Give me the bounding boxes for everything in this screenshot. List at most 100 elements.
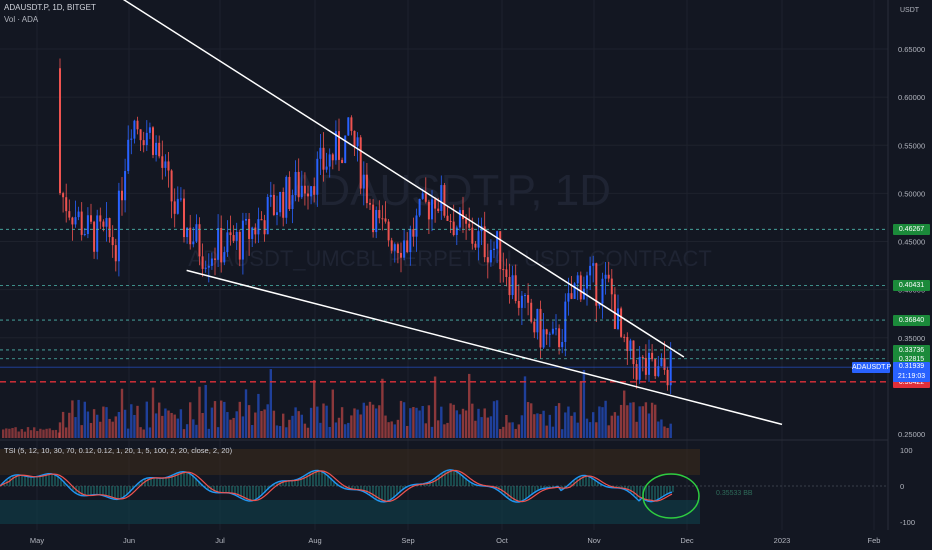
volume-bar — [5, 428, 8, 438]
tsi-histogram-bar — [9, 477, 11, 486]
tsi-histogram-bar — [285, 480, 287, 486]
volume-bar — [638, 406, 641, 438]
volume-bar — [272, 410, 276, 438]
level-tag: 0.40431 — [893, 280, 930, 292]
tsi-histogram-bar — [249, 486, 251, 502]
candle-body — [607, 274, 610, 279]
level-tag: 0.32815 — [893, 353, 930, 365]
tsi-histogram-bar — [636, 486, 638, 498]
tsi-histogram-bar — [192, 475, 194, 486]
tsi-histogram-bar — [540, 486, 542, 490]
candle-body — [325, 166, 328, 170]
volume-bar — [557, 403, 561, 438]
volume-bar — [36, 431, 39, 438]
annotation-circle — [642, 473, 700, 519]
candle-body — [369, 203, 371, 205]
candle-body — [282, 191, 285, 218]
volume-bar — [108, 418, 111, 438]
volume-bar — [412, 407, 415, 438]
candle-body — [418, 198, 421, 216]
volume-bar — [17, 431, 20, 438]
volume-bar — [86, 411, 90, 438]
volume-bar — [201, 413, 204, 438]
volume-bar — [195, 424, 198, 438]
time-tick: Oct — [496, 536, 509, 545]
volume-bar — [582, 369, 586, 438]
volume-bar — [489, 416, 493, 438]
volume-bar — [164, 408, 167, 438]
volume-bar — [238, 401, 241, 438]
candle-body — [471, 227, 474, 244]
volume-bar — [92, 409, 96, 438]
candle-body — [241, 220, 244, 260]
volume-bar — [551, 426, 555, 438]
tsi-histogram-bar — [330, 477, 332, 486]
tsi-histogram-bar — [123, 486, 125, 498]
tsi-histogram-bar — [423, 483, 425, 486]
candle-body — [403, 240, 406, 258]
candle-body — [610, 278, 613, 295]
volume-bar — [77, 399, 80, 438]
candle-body — [654, 359, 657, 377]
candle-body — [632, 340, 635, 365]
candle-body — [198, 224, 201, 257]
candle-body — [617, 308, 619, 329]
volume-bar — [595, 422, 598, 438]
volume-bars — [2, 369, 672, 438]
tsi-histogram-bar — [363, 486, 365, 492]
tsi-histogram-bar — [447, 470, 449, 486]
volume-bar — [8, 428, 11, 438]
candle-body — [353, 130, 356, 147]
candle-body — [468, 223, 471, 228]
tsi-histogram-bar — [225, 486, 227, 493]
candle-body — [245, 218, 247, 221]
volume-bar — [511, 422, 514, 438]
volume-bar — [607, 425, 610, 438]
volume-bar — [71, 400, 74, 438]
tsi-histogram-bar — [432, 480, 434, 486]
candle-body — [623, 336, 626, 338]
volume-bar — [570, 415, 573, 438]
tsi-histogram-bar — [669, 486, 671, 494]
candle-body — [648, 352, 650, 375]
tsi-histogram-bar — [159, 478, 161, 486]
volume-bar — [356, 409, 359, 438]
candle-body — [114, 245, 117, 262]
tsi-histogram-bar — [138, 483, 140, 486]
tsi-histogram-bar — [54, 474, 56, 486]
tsi-histogram-bar — [39, 476, 41, 486]
tsi-histogram-bar — [63, 481, 65, 486]
tsi-histogram-bar — [261, 486, 263, 496]
volume-bar — [505, 414, 508, 438]
volume-bar — [285, 427, 288, 438]
volume-bar — [300, 414, 303, 438]
volume-title: Vol · ADA — [4, 15, 39, 24]
volume-bar — [251, 425, 254, 438]
volume-bar — [275, 425, 279, 438]
volume-bar — [111, 421, 114, 438]
candle-body — [217, 228, 220, 260]
level-tag: 0.46267 — [893, 224, 930, 236]
volume-bar — [660, 419, 663, 438]
candle-body — [657, 366, 660, 377]
tsi-histogram-bar — [222, 486, 224, 493]
candle-body — [186, 227, 189, 238]
tsi-histogram-bar — [429, 481, 431, 486]
candle-body — [65, 197, 68, 212]
volume-bar — [446, 422, 449, 438]
tsi-histogram-bar — [354, 486, 356, 490]
candle-body — [644, 357, 647, 375]
tsi-histogram-bar — [390, 486, 392, 501]
candle-body — [548, 333, 551, 335]
candle-body — [136, 120, 139, 130]
volume-bar — [105, 407, 108, 438]
tsi-histogram-bar — [156, 477, 158, 486]
volume-bar — [430, 426, 434, 438]
candle-body — [477, 231, 480, 248]
candle-body — [316, 158, 319, 195]
tsi-lower-band — [0, 500, 700, 524]
candle-body — [387, 221, 390, 241]
candle-body — [350, 117, 353, 131]
volume-bar — [384, 415, 387, 438]
